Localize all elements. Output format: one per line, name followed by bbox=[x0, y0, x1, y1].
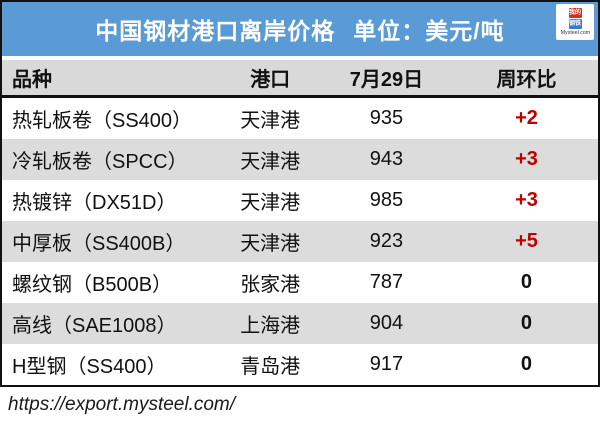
price-card: 中国钢材港口离岸价格 单位：美元/吨 我的 钢铁 Mysteel.com 品种 港… bbox=[0, 0, 600, 387]
change-cell: +3 bbox=[515, 148, 538, 170]
price-cell: 904 bbox=[369, 312, 404, 334]
change-cell: 0 bbox=[520, 271, 533, 293]
price-cell: 985 bbox=[369, 189, 404, 211]
port-cell: 天津港 bbox=[240, 151, 301, 173]
mysteel-logo: 我的 钢铁 Mysteel.com bbox=[556, 4, 594, 40]
product-cell: 热轧板卷（SS400） bbox=[12, 110, 193, 132]
banner-title-text: 中国钢材港口离岸价格 bbox=[95, 18, 336, 44]
table-row: 高线（SAE1008） 上海港 904 0 bbox=[2, 303, 598, 344]
port-cell: 天津港 bbox=[240, 192, 301, 214]
price-table: 品种 港口 7月29日 周环比 热轧板卷（SS400） 天津港 935 +2 冷… bbox=[2, 60, 598, 385]
banner: 中国钢材港口离岸价格 单位：美元/吨 我的 钢铁 Mysteel.com bbox=[2, 2, 598, 56]
table-row: 热镀锌（DX51D） 天津港 985 +3 bbox=[2, 180, 598, 221]
banner-unit-label: 单位：美元/吨 bbox=[353, 18, 505, 44]
logo-caption: Mysteel.com bbox=[560, 29, 590, 36]
port-cell: 青岛港 bbox=[240, 356, 301, 378]
table-header-row: 品种 港口 7月29日 周环比 bbox=[2, 60, 598, 98]
product-cell: 螺纹钢（B500B） bbox=[12, 274, 173, 296]
port-cell: 天津港 bbox=[240, 110, 301, 132]
port-cell: 天津港 bbox=[240, 233, 301, 255]
product-cell: 中厚板（SS400B） bbox=[12, 233, 186, 255]
change-cell: 0 bbox=[520, 353, 533, 375]
price-cell: 787 bbox=[369, 271, 404, 293]
change-cell: 0 bbox=[520, 312, 533, 334]
table-row: 中厚板（SS400B） 天津港 923 +5 bbox=[2, 221, 598, 262]
price-cell: 923 bbox=[369, 230, 404, 252]
logo-blue-square: 钢铁 bbox=[568, 19, 582, 29]
table-row: 冷轧板卷（SPCC） 天津港 943 +3 bbox=[2, 139, 598, 180]
table-row: H型钢（SS400） 青岛港 917 0 bbox=[2, 344, 598, 385]
logo-red-square: 我的 bbox=[568, 8, 582, 18]
source-url: https://export.mysteel.com/ bbox=[0, 387, 600, 416]
price-cell: 935 bbox=[369, 107, 404, 129]
product-cell: 冷轧板卷（SPCC） bbox=[12, 151, 188, 173]
column-header-port: 港口 bbox=[250, 69, 291, 91]
port-cell: 张家港 bbox=[240, 274, 301, 296]
price-cell: 917 bbox=[369, 353, 404, 375]
column-header-product: 品种 bbox=[12, 69, 52, 91]
banner-title: 中国钢材港口离岸价格 单位：美元/吨 bbox=[95, 12, 504, 46]
product-cell: H型钢（SS400） bbox=[12, 356, 167, 378]
column-header-date: 7月29日 bbox=[349, 69, 424, 91]
banner-table-divider bbox=[2, 56, 598, 60]
change-cell: +5 bbox=[515, 230, 538, 252]
product-cell: 热镀锌（DX51D） bbox=[12, 192, 177, 214]
product-cell: 高线（SAE1008） bbox=[12, 315, 177, 337]
port-cell: 上海港 bbox=[240, 315, 301, 337]
change-cell: +3 bbox=[515, 189, 538, 211]
price-cell: 943 bbox=[369, 148, 404, 170]
table-row: 热轧板卷（SS400） 天津港 935 +2 bbox=[2, 98, 598, 139]
table-row: 螺纹钢（B500B） 张家港 787 0 bbox=[2, 262, 598, 303]
column-header-wow: 周环比 bbox=[496, 69, 557, 91]
change-cell: +2 bbox=[515, 107, 538, 129]
